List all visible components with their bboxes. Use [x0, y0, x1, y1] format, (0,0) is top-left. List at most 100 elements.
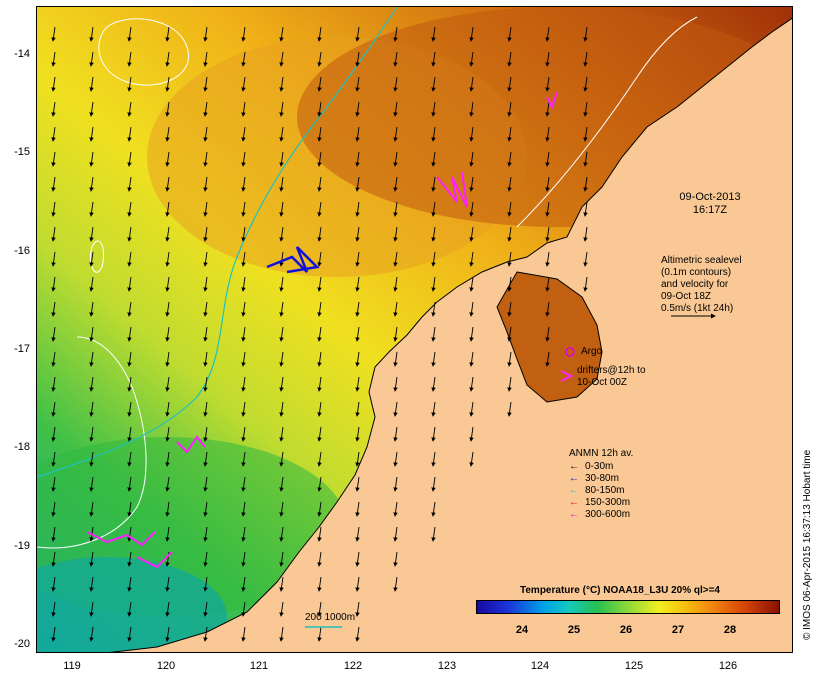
velocity-arrow: [545, 351, 550, 367]
velocity-arrow: [317, 76, 322, 92]
date-line1: 09-Oct-2013: [679, 191, 741, 203]
velocity-arrow: [165, 601, 170, 617]
velocity-arrow: [507, 326, 512, 342]
velocity-arrow: [355, 251, 360, 267]
velocity-arrow: [241, 276, 246, 292]
lat-tick-label: -16: [14, 245, 30, 257]
velocity-arrow: [127, 501, 132, 517]
velocity-arrow: [241, 526, 246, 542]
velocity-arrow: [279, 576, 284, 592]
velocity-arrow: [431, 201, 436, 217]
legend-item: ← 80-150m: [569, 485, 624, 496]
velocity-arrow: [393, 351, 398, 367]
velocity-arrow: [545, 51, 550, 67]
velocity-arrow: [393, 176, 398, 192]
date-label: 09-Oct-2013 16:17Z: [665, 191, 755, 217]
velocity-arrow: [89, 26, 94, 42]
velocity-arrow: [583, 251, 588, 267]
velocity-arrow: [127, 576, 132, 592]
velocity-arrow: [469, 26, 474, 42]
velocity-arrow: [431, 76, 436, 92]
velocity-arrow: [469, 226, 474, 242]
velocity-arrow: [51, 451, 56, 467]
velocity-arrows: [51, 26, 588, 642]
velocity-arrow: [51, 326, 56, 342]
velocity-arrow: [393, 301, 398, 317]
velocity-arrow: [279, 476, 284, 492]
velocity-arrow: [355, 351, 360, 367]
velocity-arrow: [89, 626, 94, 642]
depth-legend-label: 200 1000m: [305, 612, 356, 623]
velocity-arrow: [355, 501, 360, 517]
velocity-arrow: [89, 501, 94, 517]
sealevel-contour: [37, 336, 147, 549]
velocity-arrow: [507, 126, 512, 142]
velocity-arrow: [127, 226, 132, 242]
velocity-arrow: [355, 26, 360, 42]
velocity-arrow: [165, 301, 170, 317]
velocity-arrow: [355, 401, 360, 417]
velocity-arrow: [431, 376, 436, 392]
velocity-arrow: [317, 401, 322, 417]
velocity-arrow: [393, 576, 398, 592]
velocity-arrow: [89, 276, 94, 292]
velocity-arrow: [393, 426, 398, 442]
velocity-arrow: [127, 551, 132, 567]
velocity-arrow: [203, 601, 208, 617]
velocity-arrow: [203, 526, 208, 542]
velocity-arrow: [89, 326, 94, 342]
velocity-arrow: [203, 176, 208, 192]
velocity-arrow: [203, 476, 208, 492]
shelf-contour: [37, 7, 398, 478]
velocity-arrow: [317, 276, 322, 292]
velocity-arrow: [241, 251, 246, 267]
velocity-arrow: [431, 301, 436, 317]
velocity-arrow: [241, 151, 246, 167]
velocity-arrow: [241, 201, 246, 217]
velocity-arrow: [241, 51, 246, 67]
velocity-arrow: [165, 251, 170, 267]
velocity-arrow: [51, 51, 56, 67]
velocity-arrow: [583, 151, 588, 167]
velocity-arrow: [469, 351, 474, 367]
velocity-arrow: [583, 26, 588, 42]
velocity-arrow: [203, 301, 208, 317]
velocity-arrow: [89, 476, 94, 492]
velocity-arrow: [469, 251, 474, 267]
velocity-arrow: [89, 601, 94, 617]
velocity-arrow: [507, 76, 512, 92]
velocity-arrow: [203, 401, 208, 417]
velocity-arrow: [51, 151, 56, 167]
velocity-arrow: [51, 126, 56, 142]
velocity-arrow: [165, 176, 170, 192]
velocity-arrow: [393, 51, 398, 67]
velocity-arrow: [241, 476, 246, 492]
velocity-arrow: [51, 176, 56, 192]
velocity-arrow: [203, 451, 208, 467]
velocity-arrow: [317, 176, 322, 192]
velocity-arrow: [469, 451, 474, 467]
velocity-arrow: [317, 51, 322, 67]
velocity-arrow: [241, 626, 246, 642]
velocity-arrow: [51, 101, 56, 117]
velocity-arrow: [203, 351, 208, 367]
velocity-arrow: [127, 151, 132, 167]
imos-stamp: © IMOS 06-Apr-2015 16:37:13 Hobart time: [802, 449, 813, 640]
velocity-arrow: [393, 226, 398, 242]
velocity-arrow: [51, 276, 56, 292]
velocity-arrow: [355, 76, 360, 92]
colorbar: [476, 600, 780, 614]
velocity-arrow: [469, 276, 474, 292]
velocity-arrow: [89, 101, 94, 117]
sealevel-contour: [98, 18, 190, 86]
velocity-arrow: [355, 51, 360, 67]
velocity-arrow: [469, 376, 474, 392]
velocity-arrow: [127, 51, 132, 67]
lon-tick-label: 126: [718, 660, 738, 672]
velocity-arrow: [279, 601, 284, 617]
velocity-arrow: [469, 126, 474, 142]
lon-tick-label: 121: [249, 660, 269, 672]
velocity-arrow: [507, 351, 512, 367]
velocity-arrow: [469, 76, 474, 92]
velocity-arrow: [203, 126, 208, 142]
